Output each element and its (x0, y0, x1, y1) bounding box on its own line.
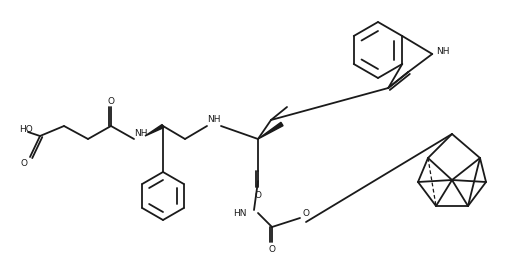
Text: NH: NH (437, 47, 450, 56)
Text: O: O (268, 244, 275, 253)
Text: NH: NH (134, 128, 148, 137)
Text: HN: HN (233, 208, 247, 218)
Text: O: O (303, 209, 309, 218)
Text: O: O (21, 159, 28, 167)
Polygon shape (145, 124, 164, 136)
Text: NH: NH (207, 115, 221, 124)
Polygon shape (258, 122, 283, 139)
Text: O: O (108, 96, 114, 105)
Text: HO: HO (19, 125, 33, 134)
Text: O: O (254, 191, 262, 199)
